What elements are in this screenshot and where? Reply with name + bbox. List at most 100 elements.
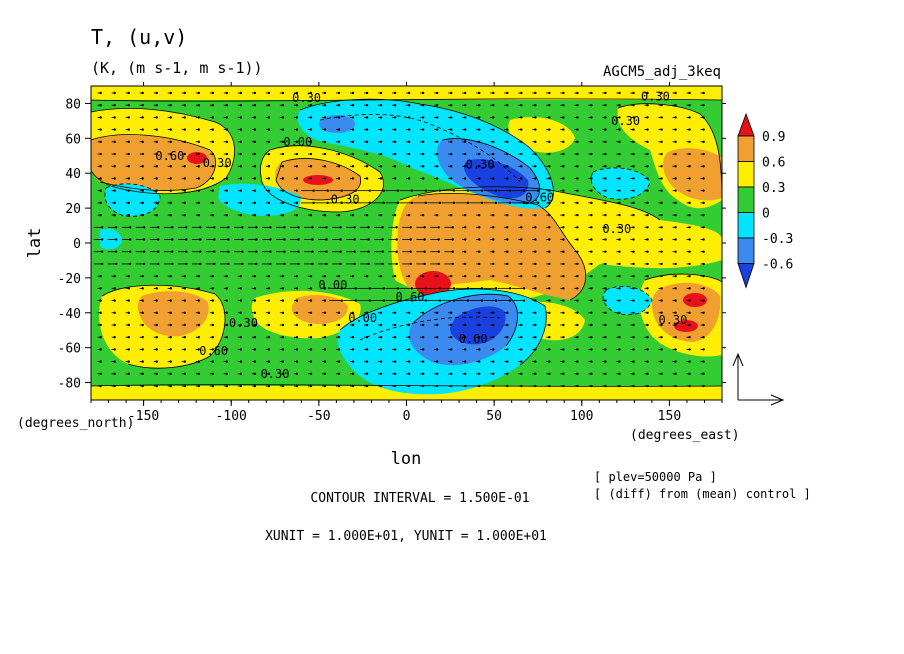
wind-arrow-head (197, 323, 200, 327)
wind-arrow-head (492, 238, 495, 241)
x-tick-label: -150 (128, 409, 159, 424)
wind-arrow-head (548, 165, 551, 168)
wind-arrow-head (548, 91, 551, 95)
wind-arrow-head (534, 299, 537, 302)
wind-arrow-head (211, 311, 215, 314)
wind-arrow-head (127, 384, 130, 388)
wind-arrow-head (618, 250, 621, 253)
wind-arrow-head (382, 299, 386, 302)
wind-arrow-head (395, 226, 398, 229)
wind-arrow-head (464, 323, 467, 327)
wind-arrow-head (127, 287, 130, 290)
wind-arrow-head (409, 238, 412, 241)
wind-arrow-head (281, 201, 285, 205)
wind-arrow-head (211, 140, 215, 144)
wind-arrow-head (604, 201, 607, 205)
wind-arrow-head (646, 287, 649, 290)
contour-label: 0.60 (199, 344, 228, 358)
wind-arrow-head (421, 311, 425, 314)
wind-arrow-head (520, 274, 523, 278)
wind-arrow-head (239, 336, 243, 339)
wind-arrow-head (141, 274, 144, 278)
wind-arrow-head (211, 116, 215, 119)
wind-arrow-head (576, 103, 579, 107)
wind-arrow-head (562, 287, 565, 290)
wind-arrow-head (536, 201, 540, 205)
y-axis-unit-label: (degrees_north) (17, 416, 134, 431)
wind-arrow-head (227, 262, 230, 266)
wind-arrow-head (478, 348, 481, 351)
wind-arrow-head (241, 250, 244, 253)
y-tick-label: 20 (65, 202, 81, 217)
wind-arrow-head (548, 177, 551, 180)
wind-arrow-head (281, 323, 285, 327)
wind-arrow-head (197, 165, 200, 168)
contour-label: 0.00 (348, 311, 377, 325)
wind-arrow-head (239, 274, 243, 278)
wind-arrow-head (410, 201, 414, 205)
wind-arrow-head (127, 128, 130, 131)
wind-arrow-head (520, 152, 523, 156)
wind-arrow-head (534, 226, 537, 229)
wind-arrow-head (351, 372, 355, 376)
wind-arrow-head (632, 336, 635, 339)
wind-arrow-head (618, 348, 621, 351)
wind-arrow-head (548, 287, 551, 290)
wind-arrow-head (351, 140, 355, 144)
wind-arrow-head (141, 91, 144, 95)
wind-arrow-head (660, 103, 663, 107)
wind-arrow-head (213, 262, 216, 266)
wind-arrow-head (351, 384, 355, 388)
wind-arrow-head (127, 177, 130, 180)
wind-arrow-head (548, 299, 551, 302)
wind-arrow-head (155, 311, 158, 314)
wind-arrow-head (520, 262, 523, 266)
wind-arrow-head (169, 103, 172, 107)
wind-arrow-head (157, 226, 160, 229)
wind-arrow-head (632, 189, 635, 192)
wind-arrow-head (520, 116, 523, 119)
wind-arrow-head (281, 372, 285, 376)
wind-arrow-head (576, 152, 579, 156)
wind-arrow-head (702, 287, 705, 290)
wind-arrow-head (169, 140, 172, 144)
wind-arrow-head (576, 372, 579, 376)
wind-arrow-head (536, 189, 540, 192)
wind-arrow-head (646, 91, 649, 95)
contour-label: 0.00 (283, 135, 312, 149)
wind-arrow-head (618, 384, 621, 388)
wind-arrow-head (702, 140, 705, 144)
wind-arrow-head (295, 311, 299, 314)
wind-arrow-head (281, 103, 285, 107)
wind-arrow-head (325, 250, 328, 253)
wind-arrow-head (354, 189, 357, 192)
wind-arrow-head (464, 384, 467, 388)
wind-arrow-head (141, 152, 144, 156)
wind-arrow-head (590, 311, 593, 314)
wind-arrow-head (520, 372, 523, 376)
colorbar-label: 0.3 (762, 181, 785, 196)
wind-arrow-head (492, 177, 495, 180)
wind-arrow-head (382, 287, 386, 290)
wind-arrow-head (702, 336, 705, 339)
wind-arrow-head (211, 348, 215, 351)
wind-arrow-head (674, 201, 677, 205)
wind-arrow-head (478, 238, 481, 241)
wind-arrow-head (379, 165, 383, 168)
wind-arrow-head (326, 189, 329, 192)
wind-arrow-head (702, 91, 705, 95)
wind-arrow-head (225, 274, 229, 278)
wind-arrow-head (576, 262, 579, 266)
wind-arrow-head (225, 140, 229, 144)
wind-arrow-head (618, 177, 621, 180)
wind-arrow-head (99, 152, 102, 156)
wind-arrow-head (407, 311, 411, 314)
contour-label: 0.30 (602, 222, 631, 236)
wind-arrow-head (590, 323, 593, 327)
wind-arrow-head (295, 165, 299, 168)
wind-arrow-head (492, 360, 495, 363)
wind-arrow-head (239, 384, 243, 388)
wind-arrow-head (562, 177, 565, 180)
wind-arrow-head (506, 128, 509, 131)
wind-arrow-head (410, 299, 414, 302)
